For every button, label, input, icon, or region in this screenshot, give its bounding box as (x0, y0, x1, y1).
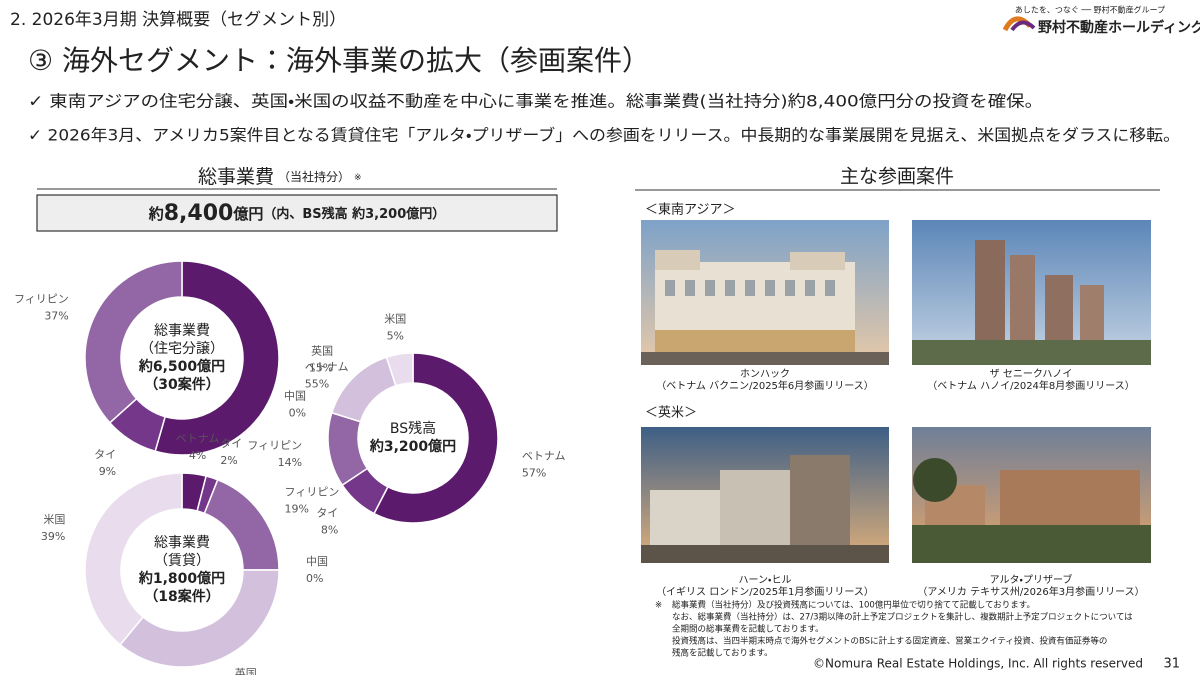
slice-label: 19% (285, 502, 309, 515)
slice-name: 米国 (43, 513, 65, 526)
slice-name: 中国 (284, 390, 306, 403)
footnote-line: 残高を記載しております。 (672, 648, 773, 659)
slice-label: 37% (44, 309, 68, 322)
footnote: 総事業費（当社持分）及び投資残高については、100億円単位で切り捨てて記載してお… (672, 600, 1133, 659)
slice-label: 5% (387, 329, 404, 342)
slice-label: 0% (306, 572, 323, 585)
donut-center-text: 総事業費 (154, 535, 210, 551)
section-title: 2. 2026年3月期 決算概要（セグメント別） (10, 10, 346, 30)
slice-label: 4% (189, 449, 206, 462)
photo (641, 220, 889, 365)
donut-slice (154, 260, 280, 456)
project-caption: （アメリカ テキサス州/2026年3月参画リリース） (917, 585, 1144, 598)
total-part: 億円 (232, 205, 263, 223)
donut-center-text: BS残高 (390, 420, 436, 437)
logo: 野村不動産ホールディングス (1038, 19, 1200, 36)
project-caption: （ベトナム ハノイ/2024年8月参画リリース） (927, 379, 1135, 392)
heading-note: （当社持分） (278, 169, 350, 184)
donut-center-text: （賃貸） (154, 553, 210, 569)
slice-name: フィリピン (285, 485, 340, 498)
donut-charts: ベトナム 55% タイ 9% フィリピン 37% 総事業費 （住宅分譲）約6,500億円（30… (14, 260, 566, 675)
slice-name: ベトナム (305, 360, 349, 373)
donut-slice (84, 472, 183, 646)
slice-name: タイ (220, 437, 242, 450)
slice-label: 9% (99, 465, 116, 478)
donut-center-text: 約6,500億円 (138, 358, 225, 375)
photo (641, 427, 889, 563)
project-name: ホンハック (740, 368, 790, 380)
donut-slice (373, 352, 499, 524)
bullet: ✓ 東南アジアの住宅分譲、英国・米国の収益不動産を中心に事業を推進。総事業費(当… (28, 92, 1043, 111)
total-part: 約 (148, 205, 164, 223)
donut-center-text: （18案件） (144, 588, 219, 605)
slice-name: ベトナム (176, 432, 220, 445)
total-part: （内、BS残高 約3,200億円） (263, 206, 445, 222)
slice-label: 0% (289, 407, 306, 420)
slice-label: 55% (305, 377, 329, 390)
project-caption: （ベトナム バクニン/2025年6月参画リリース） (656, 379, 874, 392)
slice-name: タイ (316, 506, 338, 519)
slice-name: 英国 (235, 666, 257, 675)
slice-name: 中国 (306, 555, 328, 568)
logo-mark (1010, 20, 1036, 32)
donut-slice (203, 478, 280, 571)
heading-text: 総事業費 (198, 166, 274, 188)
bullet: ✓ 2026年3月、アメリカ5案件目となる賃貸住宅「アルタ・プリザーブ」への参画… (28, 126, 1180, 145)
page-number: 31 (1163, 657, 1180, 672)
project-caption: （イギリス ロンドン/2025年1月参画リリース） (656, 585, 874, 598)
project-name: ザ セニークハノイ (990, 368, 1073, 380)
footnote-mark: ※ (655, 601, 662, 611)
donut-center-text: 約1,800億円 (138, 570, 225, 587)
region-label: ＜英米＞ (645, 406, 697, 421)
slice-name: フィリピン (14, 292, 69, 305)
donut-slice (119, 569, 280, 668)
project-name: アルタ・プリザーブ (990, 573, 1073, 586)
total-text: 約8,400億円（内、BS残高 約3,200億円） (148, 201, 446, 226)
heading-mark: ※ (354, 173, 362, 183)
donut-center-text: 総事業費 (154, 323, 210, 339)
footnote-line: 全期間の総事業費を記載しております。 (672, 624, 824, 635)
slice-name: フィリピン (247, 439, 302, 452)
slice-label: 14% (278, 456, 302, 469)
footnote-line: 投資残高は、当四半期末時点で海外セグメントのBSに計上する固定資産、営業エクイテ… (672, 636, 1107, 647)
slice-label: 2% (220, 454, 237, 467)
slice-name: ベトナム (522, 449, 566, 462)
region-label: ＜東南アジア＞ (645, 202, 735, 218)
slice-label: 39% (41, 530, 65, 543)
footnote-line: なお、総事業費（当社持分）は、27/3期以降の計上予定プロジェクトを集計し、複数… (672, 612, 1133, 623)
project-name: ハーン・ヒル (739, 574, 792, 586)
photo (912, 427, 1151, 563)
slice-label: 57% (522, 466, 546, 479)
copyright: ©Nomura Real Estate Holdings, Inc. All r… (813, 657, 1143, 671)
donut-slice (385, 352, 414, 387)
slice-label: 8% (321, 523, 338, 536)
donut-center-text: 約3,200億円 (369, 438, 456, 455)
photo (912, 220, 1151, 365)
total-box (36, 194, 558, 232)
slice-name: 米国 (384, 312, 406, 325)
slice-name: タイ (94, 448, 116, 461)
footnote-line: 総事業費（当社持分）及び投資残高については、100億円単位で切り捨てて記載してお… (672, 600, 1035, 611)
slice-label: 15% (309, 361, 333, 374)
logo-tagline: あしたを、つなぐ ── 野村不動産グループ (1015, 5, 1165, 15)
panel-heading: 総事業費 （当社持分） ※ (198, 166, 362, 188)
slide-title: ③ 海外セグメント：海外事業の拡大（参画案件） (28, 44, 650, 77)
total-part: 8,400 (164, 201, 234, 226)
donut-slice (84, 260, 183, 424)
donut-center-text: （30案件） (144, 376, 219, 393)
slice-name: 英国 (311, 343, 333, 357)
donut-center-text: （住宅分譲） (140, 341, 224, 357)
panel-heading: 主な参画案件 (840, 166, 954, 188)
